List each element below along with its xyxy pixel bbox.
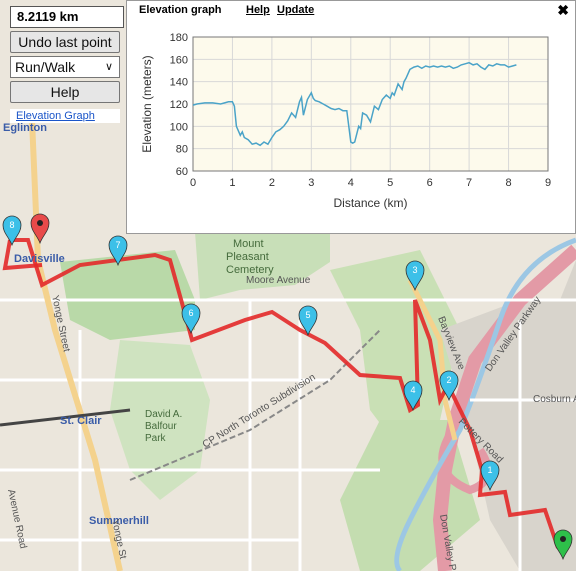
route-marker-5-label: 5 — [305, 310, 310, 320]
route-marker-1[interactable]: 1 — [480, 460, 500, 492]
route-marker-6-pin — [181, 303, 201, 335]
route-controls: 8.2119 km Undo last point Run/Walk ∨ Hel… — [10, 6, 124, 123]
label-balfour-1: David A. — [145, 409, 182, 420]
label-stclair: St. Clair — [60, 415, 102, 427]
x-tick-label: 2 — [269, 177, 275, 189]
graph-help-link[interactable]: Help — [246, 4, 270, 16]
route-marker-4-label: 4 — [410, 385, 415, 395]
end-marker[interactable] — [30, 213, 50, 245]
undo-last-point-button[interactable]: Undo last point — [10, 31, 120, 53]
route-marker-4-pin — [403, 380, 423, 412]
route-marker-5-pin — [298, 305, 318, 337]
plot-border — [192, 36, 549, 172]
graph-window-title: Elevation graph — [139, 4, 222, 16]
x-tick-label: 3 — [308, 177, 314, 189]
x-tick-label: 8 — [505, 177, 511, 189]
y-tick-label: 140 — [170, 77, 188, 89]
label-eglinton: Eglinton — [3, 122, 47, 134]
label-davisville: Davisville — [14, 253, 65, 265]
railway — [129, 329, 381, 481]
label-balfour-2: Balfour — [145, 421, 177, 432]
x-tick-label: 7 — [466, 177, 472, 189]
end-marker-pin — [30, 213, 50, 245]
route-markers: 1 2 3 4 5 6 7 8 — [2, 213, 573, 561]
route-marker-7-label: 7 — [115, 240, 120, 250]
route-marker-4[interactable]: 4 — [403, 380, 423, 412]
route-marker-3[interactable]: 3 — [405, 260, 425, 292]
y-tick-label: 80 — [176, 144, 188, 156]
bayview-ave — [407, 278, 458, 441]
graph-update-link[interactable]: Update — [277, 4, 315, 16]
y-tick-label: 160 — [170, 54, 188, 66]
mode-select[interactable]: Run/Walk ∨ — [10, 56, 120, 78]
x-tick-label: 9 — [545, 177, 551, 189]
route-marker-7[interactable]: 7 — [108, 235, 128, 267]
route-marker-1-pin — [480, 460, 500, 492]
help-button[interactable]: Help — [10, 81, 120, 103]
x-tick-label: 4 — [348, 177, 354, 189]
street-grid — [0, 298, 576, 571]
y-tick-label: 180 — [170, 32, 188, 44]
elevation-graph-link[interactable]: Elevation Graph — [10, 109, 120, 123]
label-cemetery-1: Mount — [233, 238, 264, 250]
river — [394, 237, 576, 571]
y-tick-label: 120 — [170, 99, 188, 111]
cemetery-area — [60, 250, 195, 340]
route-line — [10, 238, 560, 549]
y-tick-label: 100 — [170, 121, 188, 133]
route-marker-2-pin — [439, 370, 459, 402]
residential-east — [440, 260, 576, 571]
yonge-street — [29, 119, 123, 571]
route-marker-3-pin — [405, 260, 425, 292]
graph-window-header: Elevation graph Help Update ✖ — [127, 1, 575, 19]
x-tick-label: 1 — [229, 177, 235, 189]
x-tick-label: 6 — [427, 177, 433, 189]
start-marker[interactable] — [553, 529, 573, 561]
route-marker-7-pin — [108, 235, 128, 267]
label-cosburn: Cosburn Ave — [533, 394, 576, 405]
route-start — [2, 239, 43, 271]
route-marker-8-pin — [2, 215, 22, 247]
route-marker-8-label: 8 — [9, 220, 14, 230]
label-summerhill: Summerhill — [89, 515, 149, 527]
route-marker-2[interactable]: 2 — [439, 370, 459, 402]
x-tick-label: 5 — [387, 177, 393, 189]
elevation-chart: 60 80 100 120 140 160 180 0 1 2 3 4 5 6 7 8 9 Distance (k… — [140, 32, 551, 210]
y-tick-label: 60 — [176, 166, 188, 178]
start-marker-dot — [560, 536, 566, 542]
mode-select-value: Run/Walk — [15, 59, 76, 75]
park-area — [195, 232, 330, 300]
elevation-line — [192, 61, 517, 147]
distance-display: 8.2119 km — [10, 6, 124, 28]
elevation-graph-window: Elevation graph Help Update ✖ 60 80 100 120… — [126, 0, 576, 234]
route-marker-2-label: 2 — [446, 375, 451, 385]
x-tick-label: 0 — [190, 177, 196, 189]
label-cemetery-3: Cemetery — [226, 264, 274, 276]
x-axis-label: Distance (km) — [333, 196, 407, 210]
y-axis-label: Elevation (meters) — [140, 55, 154, 152]
route-marker-3-label: 3 — [412, 265, 417, 275]
chevron-down-icon: ∨ — [104, 61, 113, 73]
label-cemetery-2: Pleasant — [226, 251, 269, 263]
route-marker-1-label: 1 — [487, 465, 492, 475]
route-marker-8[interactable]: 8 — [2, 215, 22, 247]
route-marker-6-label: 6 — [188, 308, 193, 318]
end-marker-dot — [37, 220, 43, 226]
subway-line — [0, 408, 131, 427]
label-moore: Moore Avenue — [246, 275, 311, 286]
start-marker-pin — [553, 529, 573, 561]
route-marker-6[interactable]: 6 — [181, 303, 201, 335]
route-marker-5[interactable]: 5 — [298, 305, 318, 337]
close-icon[interactable]: ✖ — [557, 2, 569, 18]
label-balfour-3: Park — [145, 433, 167, 444]
